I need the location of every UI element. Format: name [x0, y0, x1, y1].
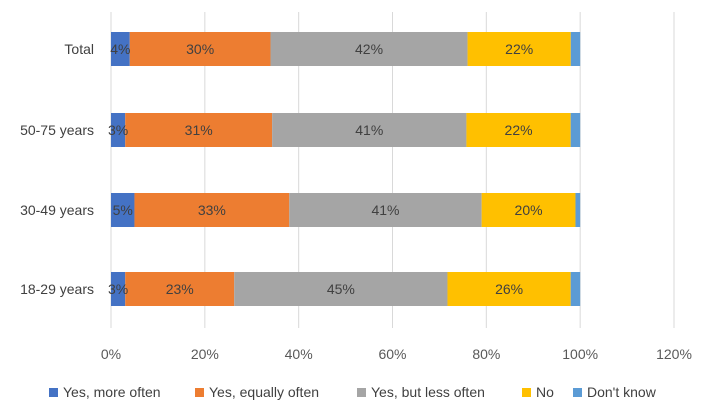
data-label: 31% [185, 122, 213, 138]
legend: Yes, more often Yes, equally often Yes, bu… [49, 384, 657, 400]
legend-swatch [195, 388, 204, 397]
x-tick-label: 40% [285, 346, 313, 362]
bar-segment [570, 113, 581, 147]
bar-segment [467, 32, 571, 66]
bar-segment [129, 32, 271, 66]
legend-swatch [49, 388, 58, 397]
bars [111, 32, 581, 306]
x-tick-label: 20% [191, 346, 219, 362]
data-label: 33% [198, 202, 226, 218]
data-label: 45% [327, 281, 355, 297]
data-label: 41% [371, 202, 399, 218]
x-tick-label: 0% [101, 346, 121, 362]
data-label: 22% [505, 122, 533, 138]
bar-segment [466, 113, 571, 147]
legend-label: Yes, equally often [209, 384, 319, 400]
bar-segment [111, 272, 126, 306]
legend-label: Yes, but less often [371, 384, 485, 400]
bar-segment [481, 193, 576, 227]
data-label: 26% [495, 281, 523, 297]
bar-segment [111, 113, 126, 147]
bar-segment [111, 193, 135, 227]
data-label: 20% [515, 202, 543, 218]
bar-segment [570, 32, 581, 66]
bar-segment [270, 32, 468, 66]
data-label: 30% [186, 41, 214, 57]
x-tick-label: 60% [378, 346, 406, 362]
x-tick-label: 100% [562, 346, 598, 362]
x-tick-label: 120% [656, 346, 692, 362]
legend-label: Don't know [587, 384, 657, 400]
legend-swatch [357, 388, 366, 397]
data-label: 23% [166, 281, 194, 297]
data-labels: 4% 30% 42% 22% 3% 31% 41% 22% 5% 33% 41% 20% 3% 23% 45… [108, 41, 543, 297]
bar-segment [125, 272, 235, 306]
data-label: 41% [355, 122, 383, 138]
bar-segment [272, 113, 467, 147]
data-label: 3% [108, 281, 128, 297]
category-label: 18-29 years [20, 281, 94, 297]
category-label: Total [64, 41, 94, 57]
x-tick-label: 80% [472, 346, 500, 362]
bar-segment [125, 113, 273, 147]
bar-segment [234, 272, 448, 306]
bar-segment [134, 193, 290, 227]
bar-segment [570, 272, 581, 306]
legend-label: No [536, 384, 554, 400]
category-label: 50-75 years [20, 122, 94, 138]
legend-label: Yes, more often [63, 384, 161, 400]
data-label: 42% [355, 41, 383, 57]
data-label: 4% [110, 41, 130, 57]
bar-segment [289, 193, 482, 227]
bar-segment [447, 272, 571, 306]
bar-segment [575, 193, 581, 227]
data-label: 3% [108, 122, 128, 138]
data-label: 5% [113, 202, 133, 218]
y-axis-categories: Total 50-75 years 30-49 years 18-29 years [20, 41, 94, 297]
legend-swatch [522, 388, 531, 397]
data-label: 22% [505, 41, 533, 57]
x-axis-ticks: 0% 20% 40% 60% 80% 100% 120% [101, 346, 692, 362]
legend-swatch [573, 388, 582, 397]
bar-segment [111, 32, 130, 66]
category-label: 30-49 years [20, 202, 94, 218]
